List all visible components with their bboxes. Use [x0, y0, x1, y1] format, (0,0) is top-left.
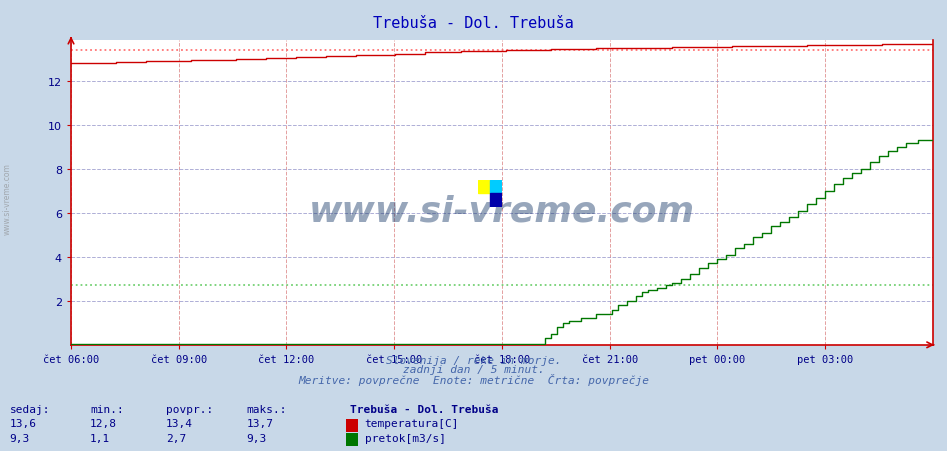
- Bar: [491, 194, 502, 207]
- Bar: [491, 180, 502, 194]
- Text: Slovenija / reke in morje.: Slovenija / reke in morje.: [385, 355, 562, 365]
- Text: temperatura[C]: temperatura[C]: [365, 418, 459, 428]
- Text: maks.:: maks.:: [246, 404, 287, 414]
- Text: zadnji dan / 5 minut.: zadnji dan / 5 minut.: [402, 364, 545, 374]
- Text: 13,6: 13,6: [9, 418, 37, 428]
- Text: www.si-vreme.com: www.si-vreme.com: [309, 194, 695, 228]
- Text: sedaj:: sedaj:: [9, 404, 50, 414]
- Text: 12,8: 12,8: [90, 418, 117, 428]
- Text: 13,4: 13,4: [166, 418, 193, 428]
- Text: 1,1: 1,1: [90, 433, 110, 443]
- Bar: [478, 180, 491, 194]
- Text: min.:: min.:: [90, 404, 124, 414]
- Text: Trebuša - Dol. Trebuša: Trebuša - Dol. Trebuša: [373, 16, 574, 31]
- Text: 9,3: 9,3: [9, 433, 29, 443]
- Text: 9,3: 9,3: [246, 433, 266, 443]
- Text: Trebuša - Dol. Trebuša: Trebuša - Dol. Trebuša: [350, 404, 499, 414]
- Text: 13,7: 13,7: [246, 418, 274, 428]
- Text: www.si-vreme.com: www.si-vreme.com: [3, 162, 12, 235]
- Text: pretok[m3/s]: pretok[m3/s]: [365, 433, 446, 443]
- Text: povpr.:: povpr.:: [166, 404, 213, 414]
- Text: Meritve: povprečne  Enote: metrične  Črta: povprečje: Meritve: povprečne Enote: metrične Črta:…: [298, 373, 649, 386]
- Text: 2,7: 2,7: [166, 433, 186, 443]
